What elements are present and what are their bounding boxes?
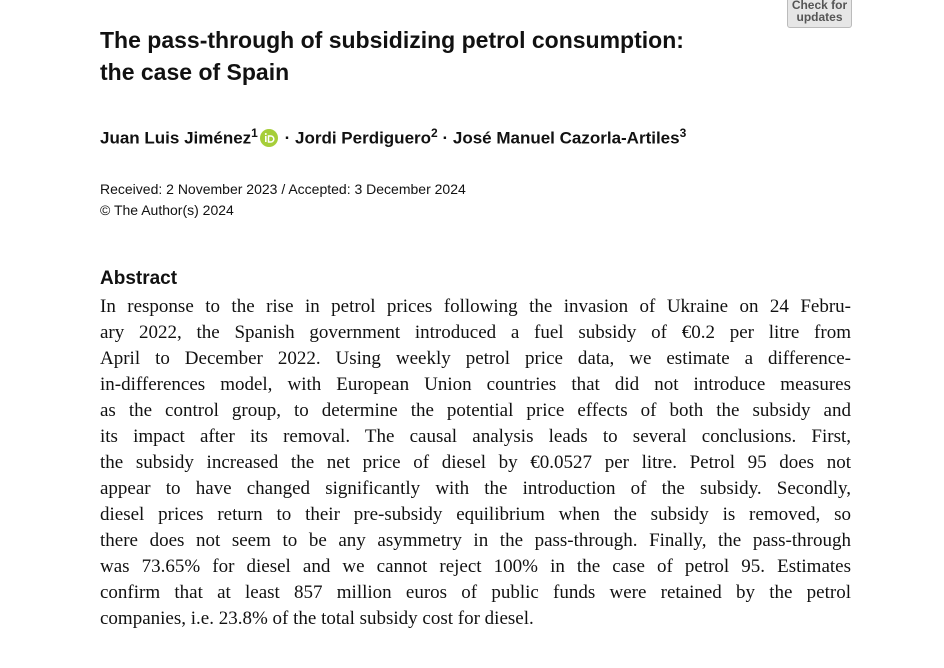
badge-line: Check for <box>791 0 848 12</box>
title: The pass-through of subsidizing petrol c… <box>100 24 684 88</box>
abstract-heading: Abstract <box>100 268 178 289</box>
abstract-line: appear to have changed significantly wit… <box>100 478 851 499</box>
authors: Juan Luis Jiménez1 · Jordi Perdiguero2 ·… <box>100 126 686 149</box>
abstract-line: confirm that at least 857 million euros … <box>100 582 851 603</box>
title-line: the case of Spain <box>100 59 290 85</box>
check-updates-badge[interactable]: Check for updates <box>787 0 852 28</box>
abstract-line: In response to the rise in petrol prices… <box>100 296 851 317</box>
author-name: Jordi Perdiguero <box>295 128 432 148</box>
abstract-line: the subsidy increased the net price of d… <box>100 452 851 473</box>
abstract-line: diesel prices return to their pre-subsid… <box>100 504 851 525</box>
affiliation: 1 <box>251 126 258 140</box>
author-name: Juan Luis Jiménez <box>100 128 252 148</box>
title-line: The pass-through of subsidizing petrol c… <box>100 27 684 53</box>
abstract-line: ary 2022, the Spanish government introdu… <box>100 322 851 343</box>
separator: · <box>442 128 449 148</box>
abstract-line: there does not seem to be any asymmetry … <box>100 530 851 551</box>
abstract-line: as the control group, to determine the p… <box>100 400 851 421</box>
separator: · <box>284 128 291 148</box>
author-name: José Manuel Cazorla-Artiles <box>452 128 680 148</box>
dates: Received: 2 November 2023 / Accepted: 3 … <box>100 181 466 197</box>
affiliation: 2 <box>431 126 438 140</box>
orcid-icon[interactable] <box>259 128 278 147</box>
abstract-line: its impact after its removal. The causal… <box>100 426 851 447</box>
abstract-line: companies, i.e. 23.8% of the total subsi… <box>100 608 534 629</box>
abstract-line: April to December 2022. Using weekly pet… <box>100 348 851 369</box>
abstract-line: was 73.65% for diesel and we cannot reje… <box>100 556 851 577</box>
abstract-line: in-differences model, with European Unio… <box>100 374 851 395</box>
abstract-body: In response to the rise in petrol prices… <box>100 294 851 632</box>
badge-line: updates <box>796 10 843 24</box>
affiliation: 3 <box>679 126 687 140</box>
copyright: © The Author(s) 2024 <box>100 202 234 218</box>
